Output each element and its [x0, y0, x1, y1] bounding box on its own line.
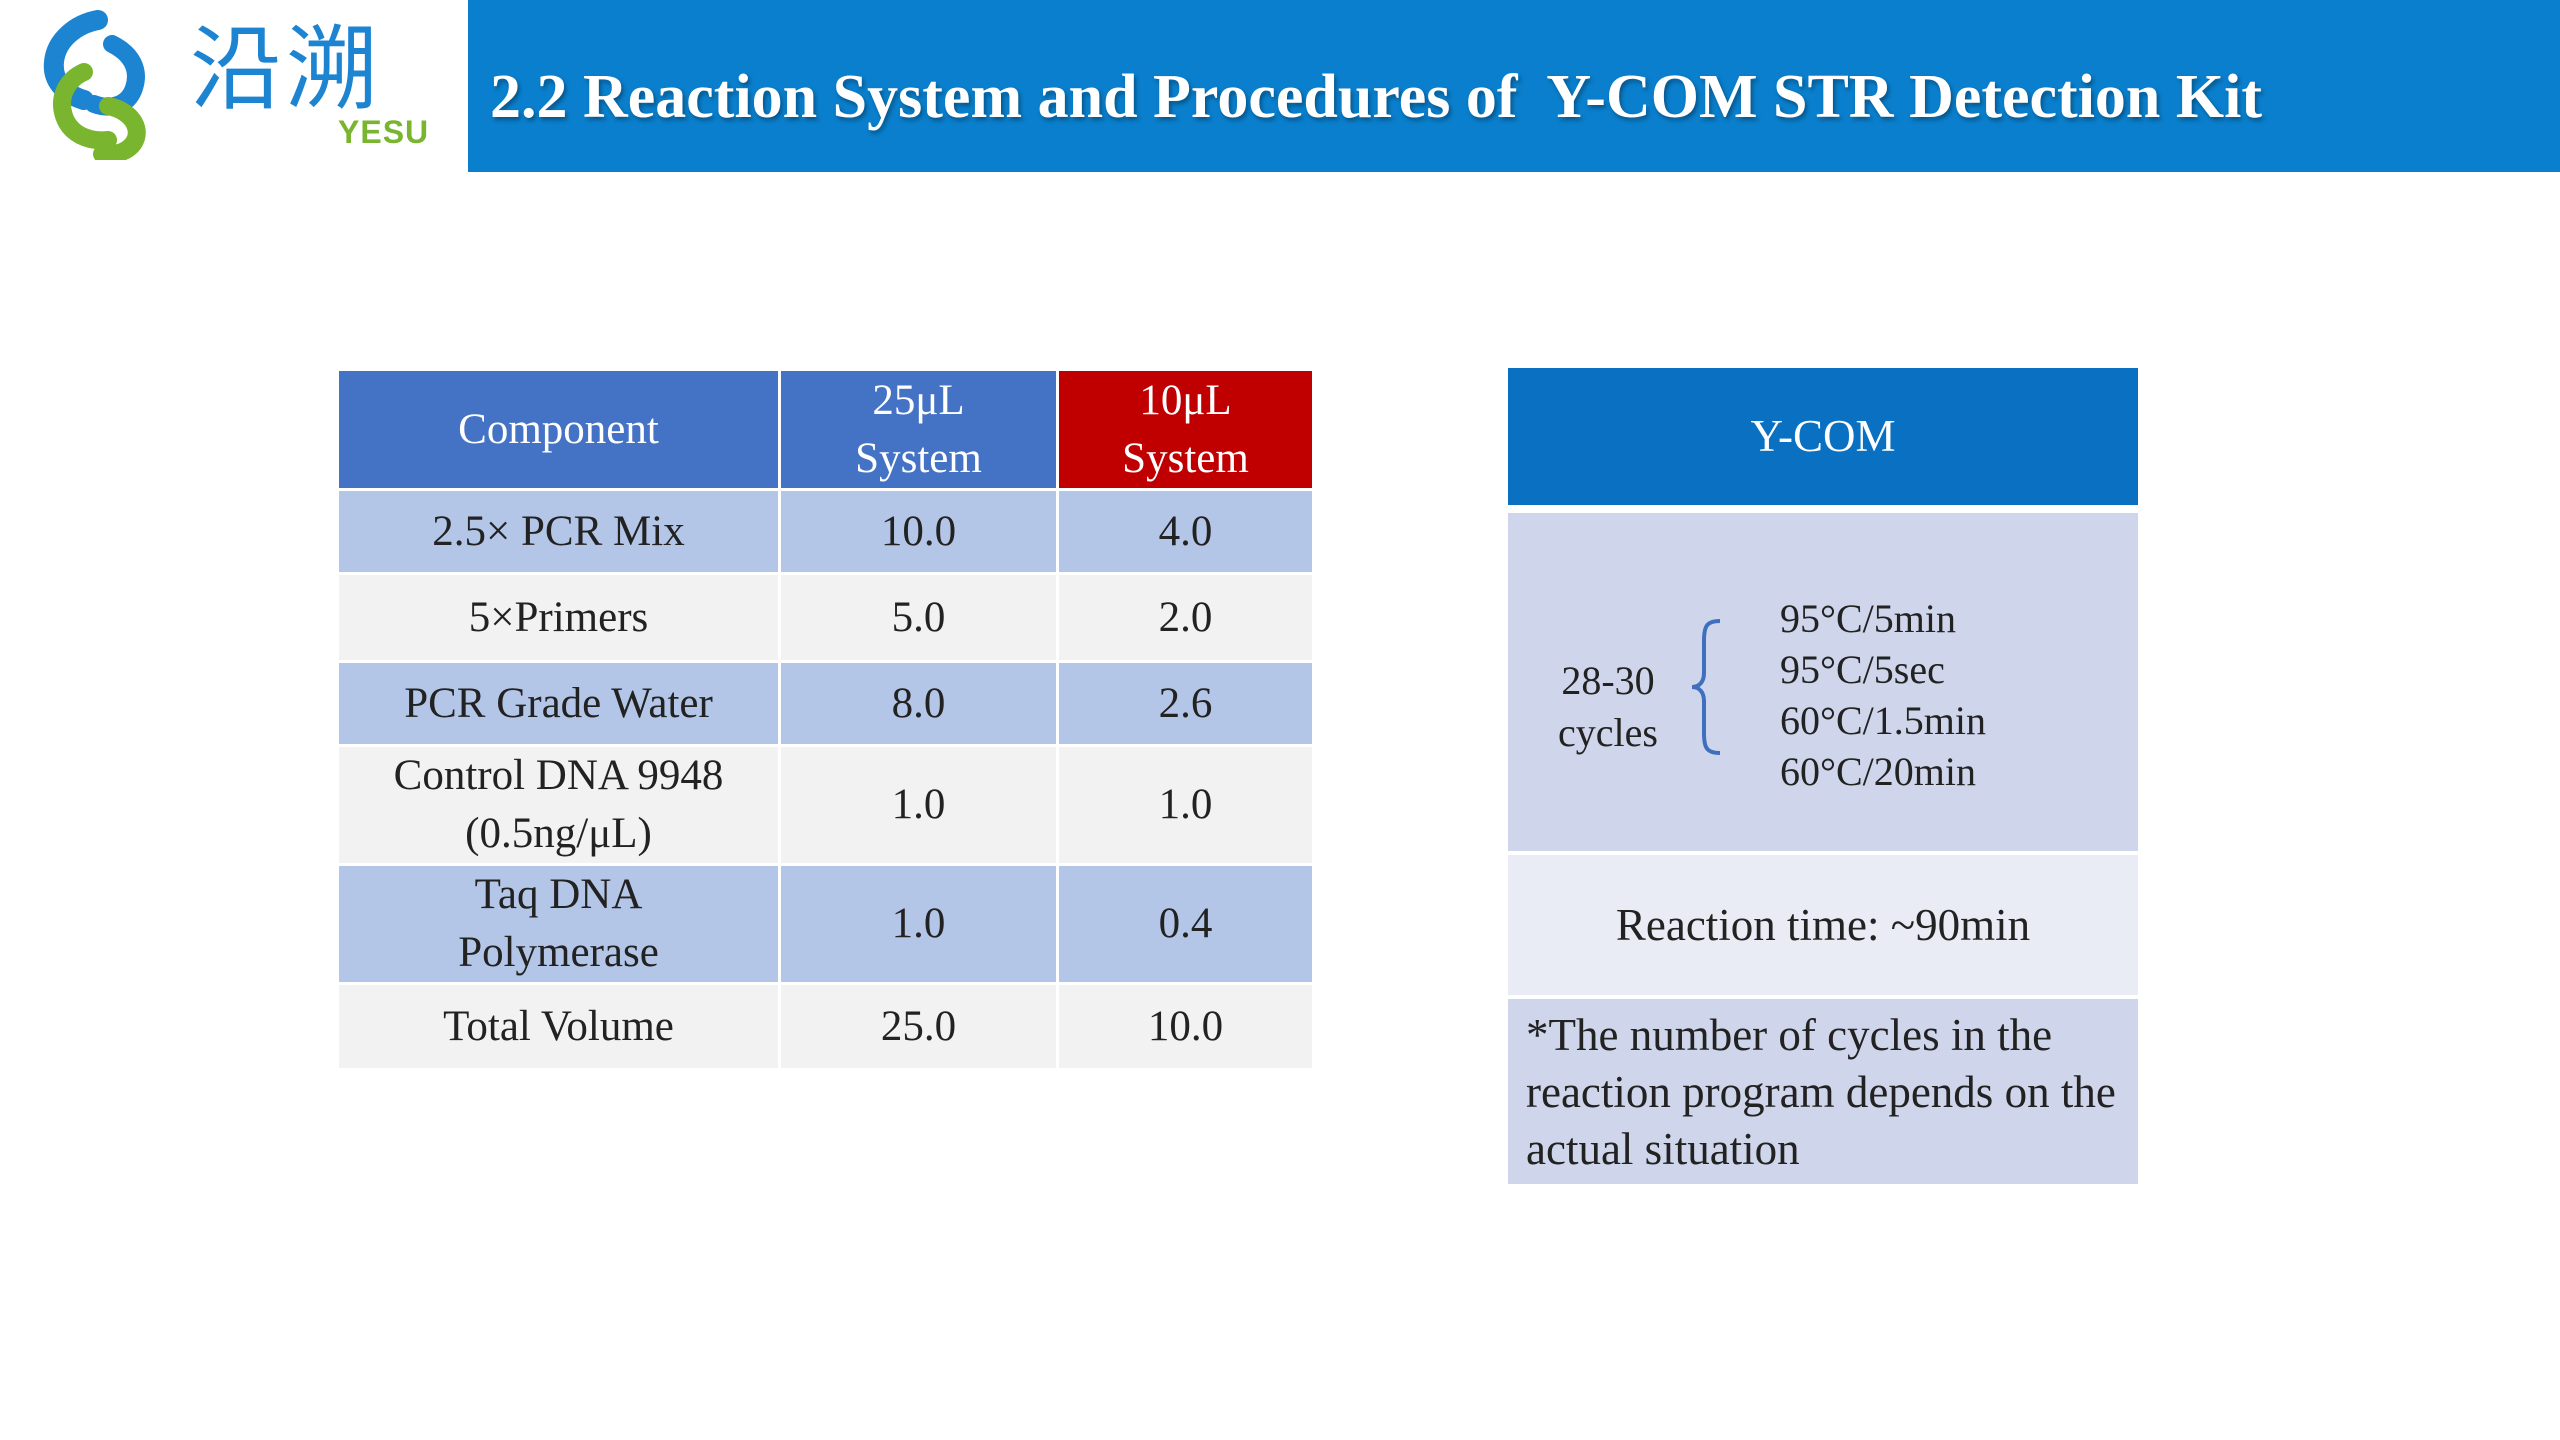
volume-10ul-cell: 2.0 [1056, 572, 1315, 663]
logo-english-text: YESU [338, 114, 430, 150]
component-cell: Control DNA 9948 (0.5ng/μL) [336, 744, 781, 866]
component-line1: Taq DNA [474, 871, 643, 918]
logo-chinese-text: 沿溯 [190, 16, 383, 123]
component-cell: 5×Primers [336, 572, 781, 663]
title-bar: 2.2 Reaction System and Procedures of Y-… [468, 0, 2560, 172]
cycles-label: 28-30 cycles [1548, 655, 1668, 759]
volume-10ul-cell: 10.0 [1056, 982, 1315, 1071]
table-header-row: Component 25μL System 10μL System [336, 368, 1315, 491]
logo: 沿溯 YESU [0, 0, 468, 172]
volume-25ul-cell: 1.0 [778, 744, 1059, 866]
table-row: Total Volume 25.0 10.0 [336, 982, 1315, 1071]
component-header-label: Component [458, 405, 659, 453]
page-title: 2.2 Reaction System and Procedures of Y-… [490, 63, 2262, 131]
table-row: PCR Grade Water 8.0 2.6 [336, 660, 1315, 747]
cycles-note: *The number of cycles in the reaction pr… [1508, 999, 2138, 1184]
volume-10ul-cell: 1.0 [1056, 744, 1315, 866]
cycles-count: 28-30 [1561, 658, 1655, 703]
header-25ul-line1: 25μL [872, 376, 965, 424]
volume-25ul-cell: 1.0 [778, 863, 1059, 985]
thermal-step: 60°C/20min [1780, 749, 1977, 794]
header-25ul-line2: System [855, 434, 982, 482]
component-cell: Total Volume [336, 982, 781, 1071]
thermal-step: 60°C/1.5min [1780, 698, 1987, 743]
component-cell: PCR Grade Water [336, 660, 781, 747]
system-10ul-column-header: 10μL System [1056, 368, 1315, 491]
program-title: Y-COM [1508, 368, 2138, 505]
volume-10ul-cell: 0.4 [1056, 863, 1315, 985]
table-row: Taq DNA Polymerase 1.0 0.4 [336, 863, 1315, 985]
volume-25ul-cell: 25.0 [778, 982, 1059, 1071]
volume-10ul-cell: 2.6 [1056, 660, 1315, 747]
cycle-block: 28-30 cycles 95°C/5min 95°C/5sec 60°C/1.… [1508, 513, 2138, 851]
table-row: 2.5× PCR Mix 10.0 4.0 [336, 488, 1315, 575]
volume-25ul-cell: 10.0 [778, 488, 1059, 575]
reaction-time: Reaction time: ~90min [1508, 855, 2138, 995]
table-row: Control DNA 9948 (0.5ng/μL) 1.0 1.0 [336, 744, 1315, 866]
thermal-steps: 95°C/5min 95°C/5sec 60°C/1.5min 60°C/20m… [1780, 593, 1986, 797]
header-10ul-line2: System [1122, 434, 1249, 482]
system-25ul-column-header: 25μL System [778, 368, 1059, 491]
volume-25ul-cell: 5.0 [778, 572, 1059, 663]
pcr-program-panel: Y-COM 28-30 cycles 95°C/5min 95°C/5sec 6… [1508, 368, 2138, 1184]
curly-brace-icon [1691, 619, 1721, 755]
component-line2: (0.5ng/μL) [465, 810, 652, 857]
yesu-logo-icon [43, 10, 146, 160]
component-line1: Control DNA 9948 [393, 752, 724, 799]
cycles-word: cycles [1558, 710, 1658, 755]
components-table: Component 25μL System 10μL System 2.5× P… [336, 368, 1315, 1071]
thermal-step: 95°C/5sec [1780, 647, 1945, 692]
thermal-step: 95°C/5min [1780, 596, 1957, 641]
volume-25ul-cell: 8.0 [778, 660, 1059, 747]
table-row: 5×Primers 5.0 2.0 [336, 572, 1315, 663]
component-column-header: Component [336, 368, 781, 491]
component-cell: 2.5× PCR Mix [336, 488, 781, 575]
volume-10ul-cell: 4.0 [1056, 488, 1315, 575]
component-cell: Taq DNA Polymerase [336, 863, 781, 985]
header-10ul-line1: 10μL [1139, 376, 1232, 424]
component-line2: Polymerase [458, 929, 659, 976]
